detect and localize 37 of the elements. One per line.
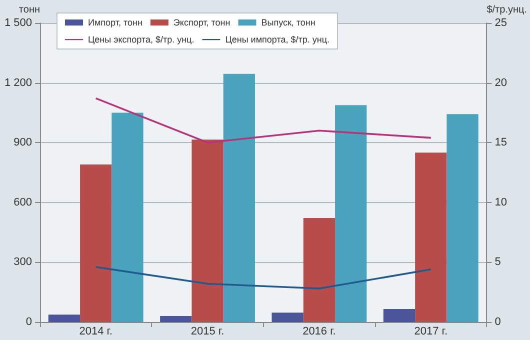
y-axis-title: тонн bbox=[18, 4, 40, 16]
y-tick-label: 600 bbox=[14, 196, 32, 208]
y-tick-label: 1 200 bbox=[4, 76, 32, 89]
bar bbox=[112, 112, 144, 322]
bar bbox=[272, 312, 304, 322]
x-tick-label: 2016 г. bbox=[302, 326, 336, 338]
y2-tick-label: 5 bbox=[494, 256, 501, 268]
y-tick-label: 300 bbox=[14, 256, 32, 268]
x-tick-label: 2014 г. bbox=[79, 326, 112, 338]
y-tick-label: 0 bbox=[26, 316, 32, 328]
y2-tick-label: 15 bbox=[494, 136, 507, 149]
bar bbox=[48, 314, 80, 322]
bar bbox=[446, 114, 478, 322]
bar bbox=[80, 164, 112, 322]
bar bbox=[303, 218, 336, 322]
y2-tick-label: 25 bbox=[494, 17, 507, 29]
y2-tick-label: 20 bbox=[494, 76, 507, 89]
legend-label: Экспорт, тонн bbox=[173, 18, 230, 28]
bar bbox=[335, 105, 367, 322]
y2-tick-label: 0 bbox=[494, 316, 501, 328]
y2-axis-title: $/тр.унц. bbox=[486, 4, 528, 16]
bar bbox=[415, 152, 447, 322]
legend-label: Выпуск, тонн bbox=[261, 18, 316, 28]
y2-tick-label: 10 bbox=[494, 196, 507, 208]
bar bbox=[160, 316, 192, 322]
bar bbox=[383, 309, 416, 322]
y-tick-label: 1 500 bbox=[4, 17, 32, 29]
x-tick-label: 2017 г. bbox=[414, 326, 448, 338]
y-tick-label: 900 bbox=[14, 136, 32, 149]
line-series bbox=[94, 97, 432, 144]
line-series bbox=[94, 266, 432, 290]
bar bbox=[192, 140, 224, 322]
legend-label: Цены импорта, $/тр. унц. bbox=[225, 34, 330, 44]
bar bbox=[223, 74, 255, 322]
legend-label: Импорт, тонн bbox=[88, 18, 142, 28]
x-tick-label: 2015 г. bbox=[190, 326, 224, 338]
legend-label: Цены экспорта, $/тр. унц. bbox=[88, 34, 194, 44]
